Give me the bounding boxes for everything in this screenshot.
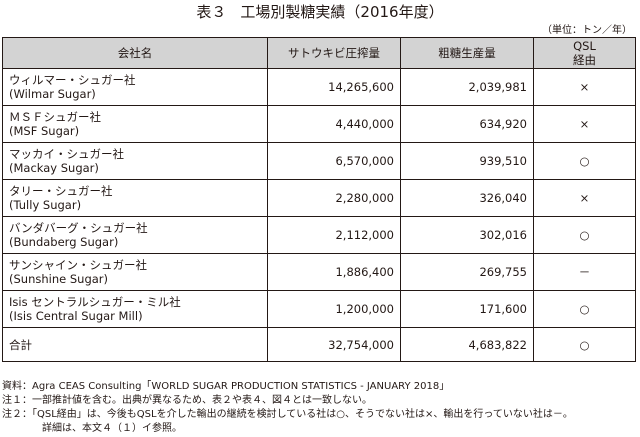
raw-sugar-value: 939,510	[400, 142, 534, 180]
note-1: 注１：一部推計値を含む。出典が異なるため、表２や表４、図４とは一致しない。	[2, 395, 372, 406]
cane-value: 2,280,000	[267, 179, 401, 217]
header-raw-sugar: 粗糖生産量	[400, 37, 534, 69]
qsl-mark: ×	[533, 105, 636, 143]
raw-sugar-value: 2,039,981	[400, 68, 534, 106]
company-cell: タリー・シュガー社 (Tully Sugar)	[2, 179, 268, 217]
table-row: バンダバーグ・シュガー社 (Bundaberg Sugar) 2,112,000…	[2, 216, 636, 254]
table-notes: 資料：Agra CEAS Consulting「WORLD SUGAR PROD…	[2, 380, 638, 436]
table-row: マッカイ・シュガー社 (Mackay Sugar) 6,570,000 939,…	[2, 142, 636, 180]
table-row: タリー・シュガー社 (Tully Sugar) 2,280,000 326,04…	[2, 179, 636, 217]
note-2: 注２：「QSL経由」は、今後もQSLを介した輸出の継続を検討している社は○、そう…	[2, 409, 573, 420]
company-name-ja: Isis セントラルシュガー・ミル社	[9, 295, 181, 309]
source-note: 資料：Agra CEAS Consulting「WORLD SUGAR PROD…	[2, 381, 450, 392]
qsl-mark: ○	[533, 290, 636, 328]
cane-value: 2,112,000	[267, 216, 401, 254]
cane-value: 4,440,000	[267, 105, 401, 143]
table-row: Isis セントラルシュガー・ミル社 (Isis Central Sugar M…	[2, 290, 636, 328]
header-row: 会社名 サトウキビ圧搾量 粗糖生産量 QSL 経由	[2, 37, 636, 69]
company-name-en: (Tully Sugar)	[9, 198, 82, 212]
raw-sugar-value: 302,016	[400, 216, 534, 254]
total-row: 合計 32,754,000 4,683,822 ○	[2, 327, 636, 362]
cane-value: 1,886,400	[267, 253, 401, 291]
cane-value: 1,200,000	[267, 290, 401, 328]
company-name-ja: ＭＳＦシュガー社	[9, 110, 101, 124]
header-qsl-line1: QSL	[573, 39, 596, 53]
table-title-text: 工場別製糖実績（2016年度）	[240, 3, 444, 21]
table-title: 表３ 工場別製糖実績（2016年度）	[0, 2, 640, 22]
qsl-mark: ×	[533, 68, 636, 106]
company-name-en: (Mackay Sugar)	[9, 161, 99, 175]
table-row: ＭＳＦシュガー社 (MSF Sugar) 4,440,000 634,920 ×	[2, 105, 636, 143]
company-cell: ウィルマー・シュガー社 (Wilmar Sugar)	[2, 68, 268, 106]
total-raw-sugar-value: 4,683,822	[400, 327, 534, 362]
raw-sugar-value: 326,040	[400, 179, 534, 217]
company-name-ja: バンダバーグ・シュガー社	[9, 221, 148, 235]
table-row: サンシャイン・シュガー社 (Sunshine Sugar) 1,886,400 …	[2, 253, 636, 291]
company-cell: Isis セントラルシュガー・ミル社 (Isis Central Sugar M…	[2, 290, 268, 328]
company-name-en: (MSF Sugar)	[9, 124, 80, 138]
total-cane-value: 32,754,000	[267, 327, 401, 362]
header-company: 会社名	[2, 37, 268, 69]
unit-label: （単位：トン／年）	[542, 25, 632, 36]
company-name-ja: ウィルマー・シュガー社	[9, 73, 136, 87]
cane-value: 14,265,600	[267, 68, 401, 106]
table-number: 表３	[196, 3, 227, 21]
qsl-mark: ×	[533, 179, 636, 217]
raw-sugar-value: 634,920	[400, 105, 534, 143]
company-cell: サンシャイン・シュガー社 (Sunshine Sugar)	[2, 253, 268, 291]
header-qsl-line2: 経由	[573, 53, 596, 67]
company-name-ja: サンシャイン・シュガー社	[9, 258, 147, 272]
company-cell: マッカイ・シュガー社 (Mackay Sugar)	[2, 142, 268, 180]
company-cell: バンダバーグ・シュガー社 (Bundaberg Sugar)	[2, 216, 268, 254]
header-cane-crushed: サトウキビ圧搾量	[267, 37, 401, 69]
table-row: ウィルマー・シュガー社 (Wilmar Sugar) 14,265,600 2,…	[2, 68, 636, 106]
company-name-en: (Isis Central Sugar Mill)	[9, 309, 143, 323]
sugar-mill-table: 会社名 サトウキビ圧搾量 粗糖生産量 QSL 経由 ウィルマー・シュガー社 (W…	[2, 37, 636, 362]
total-label: 合計	[2, 327, 268, 362]
raw-sugar-value: 269,755	[400, 253, 534, 291]
qsl-mark: －	[533, 253, 636, 291]
company-cell: ＭＳＦシュガー社 (MSF Sugar)	[2, 105, 268, 143]
qsl-mark: ○	[533, 142, 636, 180]
company-name-en: (Sunshine Sugar)	[9, 272, 109, 286]
company-name-ja: タリー・シュガー社	[9, 184, 113, 198]
company-name-en: (Bundaberg Sugar)	[9, 235, 119, 249]
note-2-continuation: 詳細は、本文４（１）イ参照。	[42, 423, 182, 434]
company-name-ja: マッカイ・シュガー社	[9, 147, 124, 161]
cane-value: 6,570,000	[267, 142, 401, 180]
total-qsl-mark: ○	[533, 327, 636, 362]
raw-sugar-value: 171,600	[400, 290, 534, 328]
company-name-en: (Wilmar Sugar)	[9, 87, 96, 101]
header-qsl: QSL 経由	[533, 37, 636, 69]
qsl-mark: ○	[533, 216, 636, 254]
